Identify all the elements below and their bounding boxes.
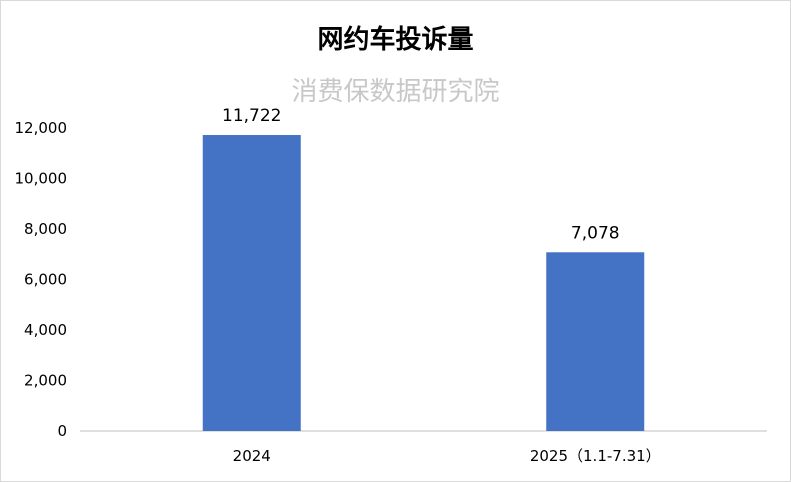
y-tick-label: 2,000 [24,372,67,390]
x-axis-labels: 2024 2025（1.1-7.31） [233,447,661,465]
y-tick-label: 12,000 [15,119,68,137]
data-label-1: 7,078 [571,223,620,243]
y-tick-label: 8,000 [24,220,67,238]
y-tick-label: 10,000 [15,170,68,188]
data-labels-group: 11,722 7,078 [222,106,620,243]
bars-group [202,135,645,431]
y-tick-label: 6,000 [24,271,67,289]
y-tick-label: 0 [57,422,67,440]
bar-0 [202,135,301,431]
x-category-label-1: 2025（1.1-7.31） [530,447,661,465]
x-category-label-0: 2024 [233,447,271,465]
y-tick-label: 4,000 [24,321,67,339]
data-label-0: 11,722 [222,106,281,126]
watermark-text: 消费保数据研究院 [291,77,500,107]
bar-1 [546,252,645,431]
y-axis-ticks: 0 2,000 4,000 6,000 8,000 10,000 12,000 [15,119,68,440]
chart-title: 网约车投诉量 [317,25,474,55]
